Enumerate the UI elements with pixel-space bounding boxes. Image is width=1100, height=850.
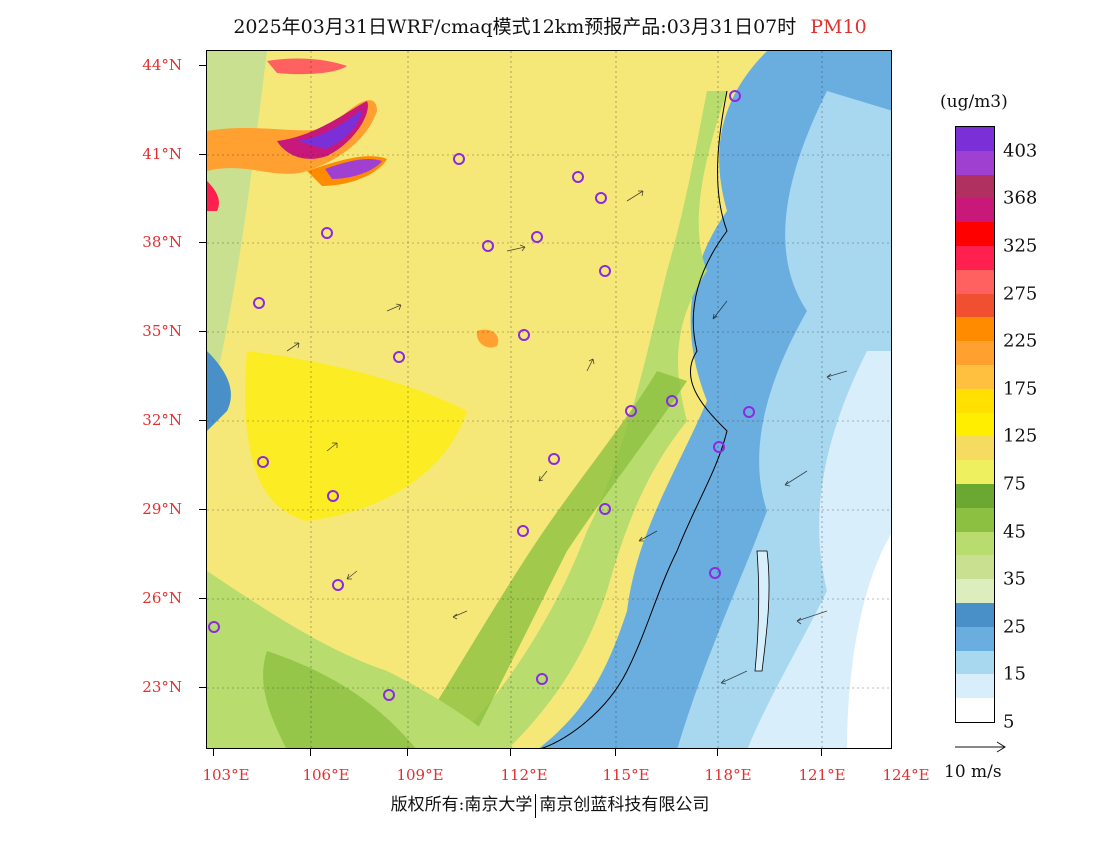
colorbar-cell xyxy=(956,674,994,699)
lon-tick xyxy=(213,749,214,756)
colorbar-cell xyxy=(956,245,994,270)
colorbar-label: 35 xyxy=(1003,568,1026,590)
colorbar-cell xyxy=(956,460,994,484)
copyright-left: 版权所有:南京大学 xyxy=(390,795,533,815)
lat-label-29: 29°N xyxy=(142,500,182,518)
lon-label-121: 121°E xyxy=(798,766,846,784)
colorbar-unit: (ug/m3) xyxy=(940,92,1008,112)
colorbar-label: 275 xyxy=(1003,283,1038,305)
wind-key-label: 10 m/s xyxy=(944,762,1002,782)
colorbar-cell xyxy=(956,650,994,675)
colorbar xyxy=(955,126,995,723)
colorbar-cell xyxy=(956,127,994,151)
lon-label-118: 118°E xyxy=(704,766,752,784)
colorbar-cell xyxy=(956,436,994,461)
lon-label-109: 109°E xyxy=(396,766,444,784)
colorbar-cell xyxy=(956,483,994,508)
lon-label-115: 115°E xyxy=(602,766,650,784)
colorbar-label: 325 xyxy=(1003,235,1038,257)
colorbar-label: 403 xyxy=(1003,140,1038,162)
title-main: 2025年03月31日WRF/cmaq模式12km预报产品:03月31日07时 xyxy=(233,16,797,38)
colorbar-label: 75 xyxy=(1003,473,1026,495)
lat-tick xyxy=(199,598,206,599)
lat-tick xyxy=(199,687,206,688)
colorbar-cell xyxy=(956,507,994,532)
lat-label-32: 32°N xyxy=(142,411,182,429)
colorbar-cell xyxy=(956,602,994,627)
colorbar-cell xyxy=(956,412,994,437)
colorbar-cell xyxy=(956,531,994,556)
lon-label-106: 106°E xyxy=(302,766,350,784)
lon-tick xyxy=(510,749,511,756)
lon-tick xyxy=(615,749,616,756)
colorbar-label: 5 xyxy=(1003,711,1015,733)
map-title: 2025年03月31日WRF/cmaq模式12km预报产品:03月31日07时 P… xyxy=(0,12,1100,39)
lat-tick xyxy=(199,242,206,243)
lat-label-23: 23°N xyxy=(142,678,182,696)
lon-tick xyxy=(407,749,408,756)
colorbar-cell xyxy=(956,555,994,580)
copyright-separator xyxy=(535,793,537,818)
colorbar-cell xyxy=(956,364,994,389)
lat-tick xyxy=(199,154,206,155)
lat-label-26: 26°N xyxy=(142,589,182,607)
lat-tick xyxy=(199,331,206,332)
lon-tick xyxy=(717,749,718,756)
copyright: 版权所有:南京大学 南京创蓝科技有限公司 xyxy=(0,790,1100,818)
lat-label-41: 41°N xyxy=(142,145,182,163)
colorbar-label: 15 xyxy=(1003,663,1026,685)
lat-tick xyxy=(199,420,206,421)
forecast-map[interactable] xyxy=(206,50,892,749)
lat-tick xyxy=(199,65,206,66)
colorbar-cell xyxy=(956,150,994,175)
colorbar-cell xyxy=(956,222,994,246)
wind-key-arrow-icon xyxy=(955,741,1006,753)
lon-label-124: 124°E xyxy=(882,766,930,784)
colorbar-cell xyxy=(956,579,994,603)
copyright-right: 南京创蓝科技有限公司 xyxy=(539,795,710,815)
colorbar-label: 25 xyxy=(1003,616,1026,638)
colorbar-label: 225 xyxy=(1003,330,1038,352)
colorbar-cell xyxy=(956,388,994,413)
colorbar-cell xyxy=(956,174,994,199)
lon-tick xyxy=(821,749,822,756)
colorbar-label: 45 xyxy=(1003,521,1026,543)
lat-label-44: 44°N xyxy=(142,56,182,74)
colorbar-label: 125 xyxy=(1003,425,1038,447)
lat-label-35: 35°N xyxy=(142,322,182,340)
colorbar-cell xyxy=(956,698,994,722)
pollutant-label: PM10 xyxy=(810,16,867,38)
lon-label-103: 103°E xyxy=(202,766,250,784)
colorbar-cell xyxy=(956,293,994,318)
lat-tick xyxy=(199,509,206,510)
colorbar-cell xyxy=(956,341,994,365)
colorbar-label: 175 xyxy=(1003,378,1038,400)
colorbar-label: 368 xyxy=(1003,187,1038,209)
colorbar-cell xyxy=(956,269,994,294)
colorbar-cell xyxy=(956,317,994,342)
lat-label-38: 38°N xyxy=(142,233,182,251)
pm10-field xyxy=(207,51,891,748)
colorbar-cell xyxy=(956,626,994,651)
lon-label-112: 112°E xyxy=(500,766,548,784)
colorbar-cell xyxy=(956,198,994,223)
lon-tick xyxy=(310,749,311,756)
